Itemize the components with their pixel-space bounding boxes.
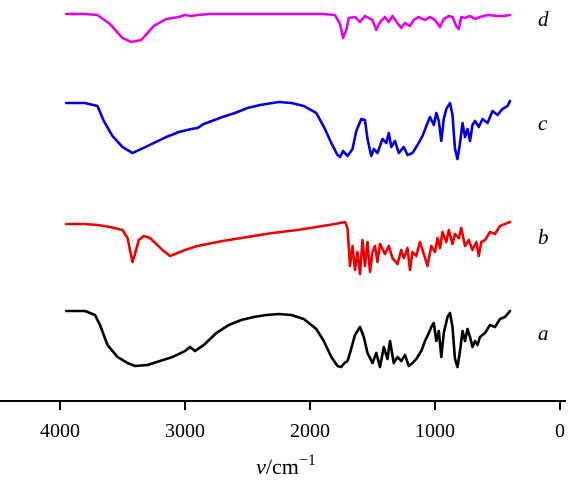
- x-axis-title-exponent: −1: [299, 452, 316, 469]
- series-label-layer: d c b a: [538, 7, 549, 345]
- x-axis-title: v/cm−1: [256, 452, 316, 479]
- series-label-a: a: [538, 321, 549, 345]
- x-tick-label-2000: 2000: [290, 420, 330, 442]
- x-axis: 4000 3000 2000 1000 0: [0, 400, 566, 442]
- series-line-d: [65, 12, 512, 44]
- series-line-a: [65, 309, 512, 369]
- x-tick-label-3000: 3000: [165, 420, 205, 442]
- series-label-b: b: [538, 225, 549, 249]
- series-label-d: d: [538, 7, 549, 31]
- x-tick-label-0: 0: [555, 420, 565, 442]
- x-tick-label-4000: 4000: [40, 420, 80, 442]
- series-line-c: [65, 99, 512, 161]
- x-axis-title-unit: /cm: [266, 454, 299, 479]
- series-line-b: [65, 220, 512, 276]
- series-layer: [65, 12, 512, 369]
- x-axis-title-var: v: [256, 454, 266, 479]
- series-label-c: c: [538, 111, 548, 135]
- x-tick-label-1000: 1000: [415, 420, 455, 442]
